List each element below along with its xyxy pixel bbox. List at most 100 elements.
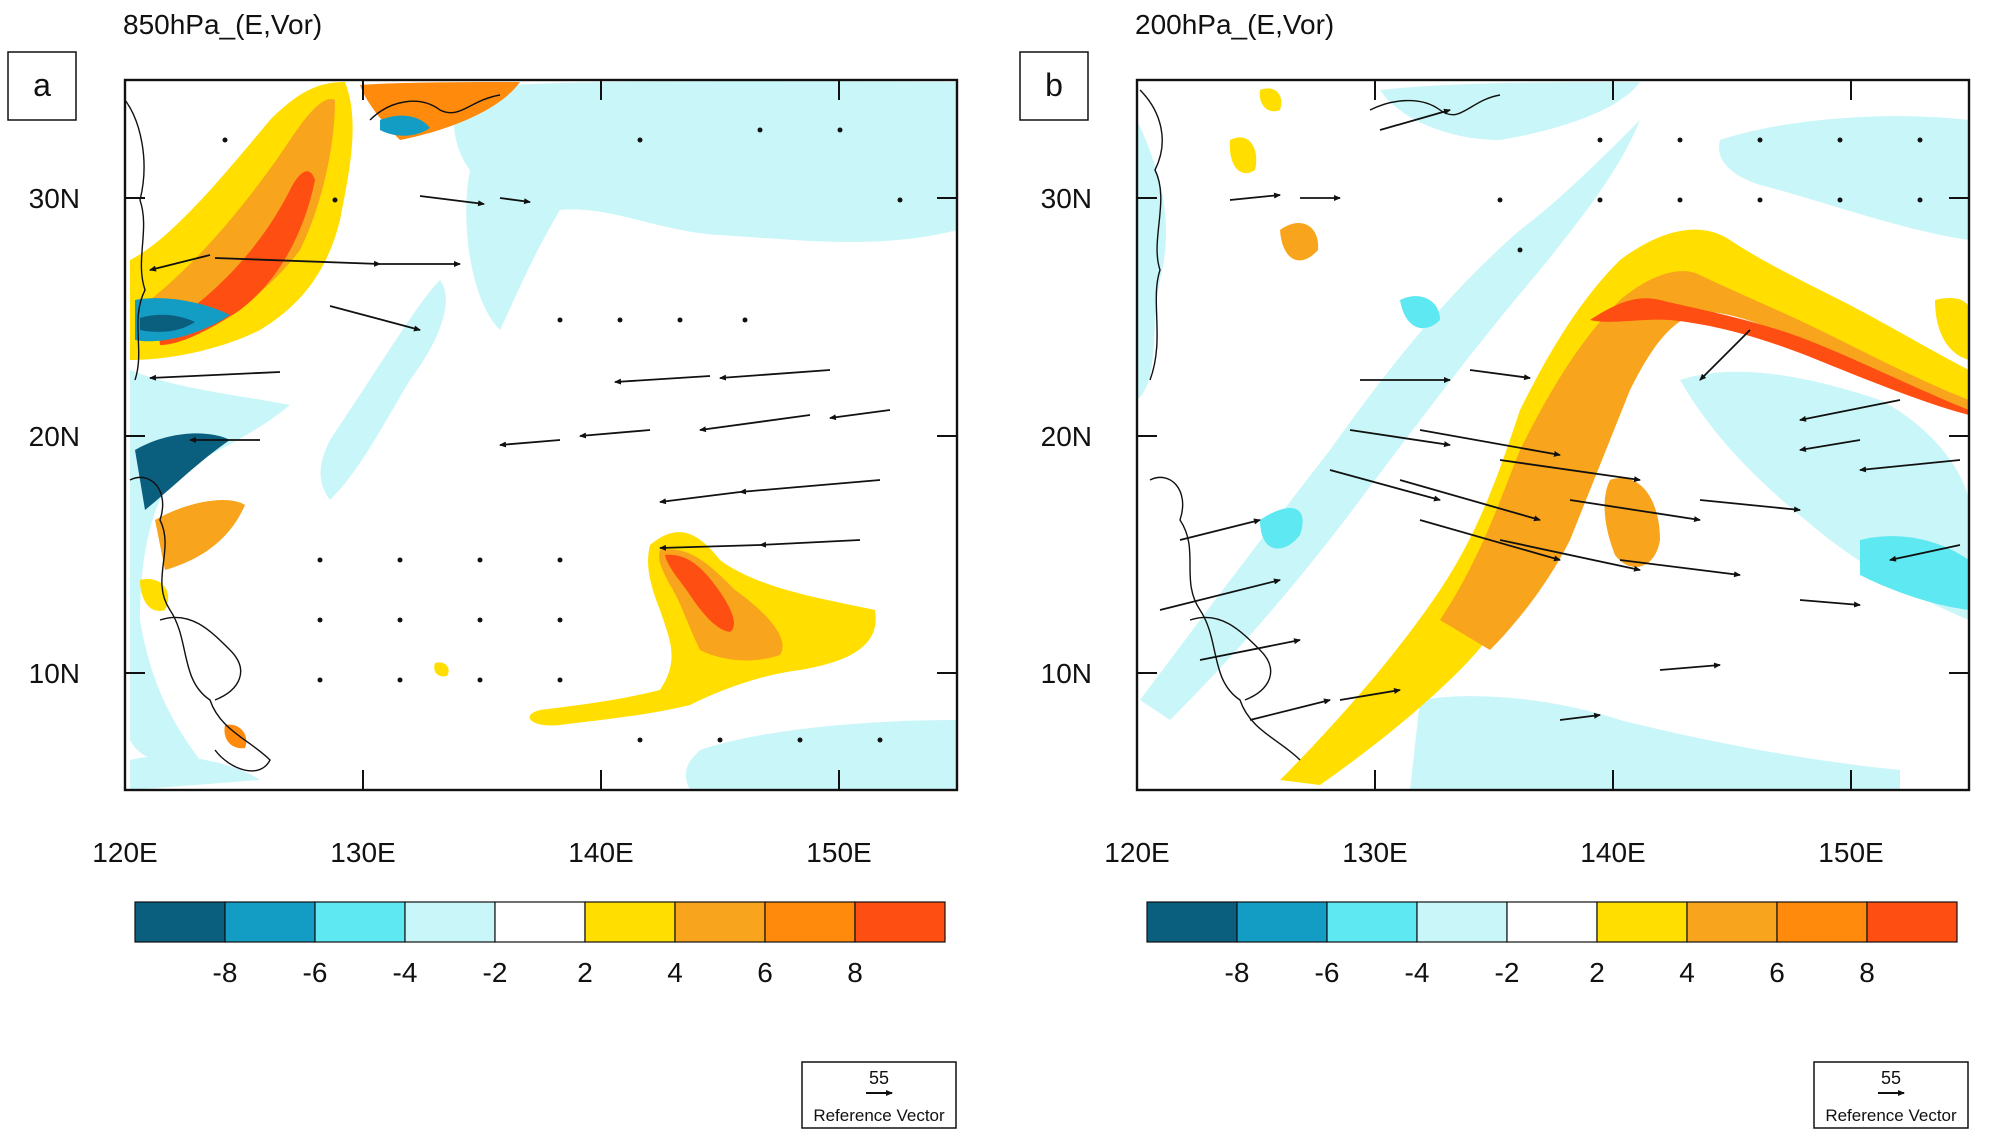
panel-b-lon-130: 130E [1342, 837, 1407, 868]
colorbar-swatch-1 [224, 901, 316, 943]
panel-b-ref-magnitude: 55 [1881, 1068, 1901, 1088]
panel-a-small-pos-dot [434, 662, 449, 677]
panel-a-cbar-label-0: -8 [213, 957, 238, 988]
panel-a-west-pos [155, 500, 245, 570]
panel-b-colorbar [1146, 901, 1958, 943]
panel-a-cbar-label-3: -2 [483, 957, 508, 988]
panel-b-pos-band-core [1590, 298, 1969, 415]
colorbar-swatch-6 [674, 901, 766, 943]
panel-b-cbar-label-6: 6 [1769, 957, 1785, 988]
panel-b-pos-blob [1604, 478, 1660, 567]
panel-b-lat-20: 20N [1041, 421, 1092, 452]
panel-a-pos-band-mid [150, 99, 335, 346]
panel-a-shading [130, 80, 957, 790]
panel-a-title: 850hPa_(E,Vor) [123, 9, 322, 40]
panel-a-small-vectors [222, 127, 903, 743]
panel-b-cbar-label-2: -4 [1405, 957, 1430, 988]
colorbar-swatch-5 [1596, 901, 1688, 943]
panel-a-letter-box [7, 51, 77, 121]
panel-a-lon-140: 140E [568, 837, 633, 868]
panel-b-pos-small-3 [1259, 88, 1282, 112]
panel-a-lat-10: 10N [29, 658, 80, 689]
panel-a-pos-band-core [160, 171, 315, 345]
panel-b-ref-label: Reference Vector [1825, 1106, 1957, 1125]
panel-a-top-cyan [380, 115, 430, 136]
panel-b-letter: b [1045, 67, 1063, 103]
panel-a-cbar-label-7: 8 [847, 957, 863, 988]
colorbar-swatch-5 [584, 901, 676, 943]
panel-a-cbar-label-5: 4 [667, 957, 683, 988]
panel-b-shading [1137, 82, 1969, 790]
panel-a-neg-se [685, 720, 957, 790]
panel-a-west-pos-small2 [224, 724, 247, 749]
colorbar-swatch-4 [494, 901, 586, 943]
panel-b-neg-top [1380, 82, 1640, 140]
panel-a-ticks [125, 80, 957, 790]
panel-a-cbar-label-6: 6 [757, 957, 773, 988]
colorbar-swatch-0 [1146, 901, 1238, 943]
colorbar-swatch-7 [1776, 901, 1868, 943]
panel-b-ticks [1137, 80, 1969, 790]
colorbar-swatch-3 [1416, 901, 1508, 943]
panel-a-colorbar-labels: -8 -6 -4 -2 2 4 6 8 [213, 957, 863, 988]
panel-b-letter-box [1019, 51, 1089, 121]
colorbar-swatch-8 [1866, 901, 1958, 943]
panel-a-ref-label: Reference Vector [813, 1106, 945, 1125]
panel-a-lat-labels: 30N 20N 10N [29, 183, 80, 689]
panel-b-lon-labels: 120E 130E 140E 150E [1104, 837, 1883, 868]
panel-b-neg-band-main [1140, 120, 1640, 720]
panel-a-lon-130: 130E [330, 837, 395, 868]
panel-b-neg-ne [1719, 116, 1969, 240]
panel-b-lat-10: 10N [1041, 658, 1092, 689]
panel-a-neg-band [320, 280, 446, 500]
panel-a-lon-150: 150E [806, 837, 871, 868]
panel-b-neg-se [1860, 536, 1969, 610]
colorbar-swatch-0 [134, 901, 226, 943]
panel-b-cbar-label-3: -2 [1495, 957, 1520, 988]
panel-a-neg-bottomleft [130, 756, 260, 790]
panel-b-neg-west [1137, 120, 1167, 400]
colorbar-swatch-1 [1236, 901, 1328, 943]
panel-a-cbar-label-1: -6 [303, 957, 328, 988]
panel-b-vectors [1159, 108, 1961, 721]
panel-b-neg-mid [1400, 296, 1440, 329]
panel-b-pos-band-outer [1280, 229, 1969, 785]
panel-b-small-vectors [1497, 137, 1923, 253]
panel-a-se-pos-core [665, 554, 735, 632]
panel-b-reference-vector: 55 Reference Vector [1813, 1061, 1969, 1129]
panel-b-lon-140: 140E [1580, 837, 1645, 868]
panel-b: 200hPa_(E,Vor) [1019, 9, 1971, 1129]
panel-a-west-neg-strong [135, 433, 230, 510]
colorbar-swatch-2 [314, 901, 406, 943]
panel-b-title: 200hPa_(E,Vor) [1135, 9, 1334, 40]
panel-b-pos-small-1 [1229, 137, 1257, 174]
panel-a-coastlines [125, 94, 501, 772]
panel-b-cbar-label-1: -6 [1315, 957, 1340, 988]
panel-b-cbar-label-5: 4 [1679, 957, 1695, 988]
colorbar-swatch-2 [1326, 901, 1418, 943]
panel-b-neg-south [1410, 696, 1900, 790]
panel-b-lon-120: 120E [1104, 837, 1169, 868]
panel-a-lat-30: 30N [29, 183, 80, 214]
colorbar-swatch-7 [764, 901, 856, 943]
panel-a-cbar-label-2: -4 [393, 957, 418, 988]
panel-a-lat-20: 20N [29, 421, 80, 452]
panel-b-colorbar-labels: -8 -6 -4 -2 2 4 6 8 [1225, 957, 1875, 988]
panel-a: 850hPa_(E,Vor) [7, 9, 959, 1129]
colorbar-swatch-6 [1686, 901, 1778, 943]
panel-b-lon-150: 150E [1818, 837, 1883, 868]
panel-b-pos-band-mid [1440, 271, 1969, 650]
panel-a-neg-north [453, 80, 957, 330]
panel-b-cbar-label-4: 2 [1589, 957, 1605, 988]
panel-b-lat-30: 30N [1041, 183, 1092, 214]
panel-a-vectors [149, 195, 891, 551]
panel-a-ref-magnitude: 55 [869, 1068, 889, 1088]
panel-a-colorbar [134, 901, 946, 943]
panel-b-cbar-label-7: 8 [1859, 957, 1875, 988]
colorbar-swatch-3 [404, 901, 496, 943]
panel-b-neg-left [1260, 508, 1303, 549]
colorbar-swatch-4 [1506, 901, 1598, 943]
panel-b-lat-labels: 30N 20N 10N [1041, 183, 1092, 689]
panel-a-reference-vector: 55 Reference Vector [801, 1061, 957, 1129]
